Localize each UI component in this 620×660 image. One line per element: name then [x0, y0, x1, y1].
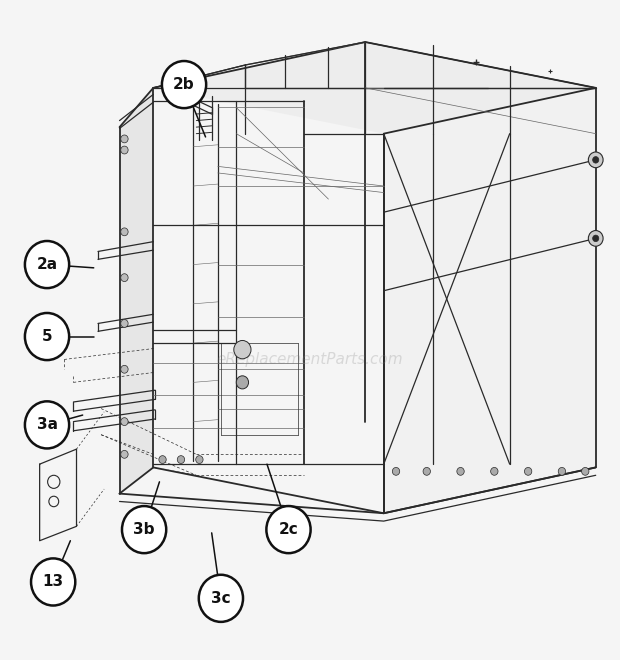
Text: 13: 13: [43, 574, 64, 589]
Circle shape: [31, 558, 75, 605]
Circle shape: [234, 341, 251, 359]
Circle shape: [121, 135, 128, 143]
Polygon shape: [120, 88, 153, 494]
Circle shape: [490, 467, 498, 475]
Circle shape: [121, 319, 128, 327]
Circle shape: [122, 506, 166, 553]
Circle shape: [196, 455, 203, 463]
Circle shape: [159, 455, 166, 463]
Circle shape: [392, 467, 400, 475]
Circle shape: [423, 467, 430, 475]
Circle shape: [121, 450, 128, 458]
Circle shape: [588, 152, 603, 168]
Circle shape: [593, 156, 599, 163]
Circle shape: [588, 230, 603, 246]
Circle shape: [25, 241, 69, 288]
Circle shape: [121, 146, 128, 154]
Circle shape: [199, 575, 243, 622]
Circle shape: [525, 467, 532, 475]
Text: eReplacementParts.com: eReplacementParts.com: [216, 352, 404, 367]
Circle shape: [25, 401, 69, 448]
Text: 3c: 3c: [211, 591, 231, 606]
Circle shape: [177, 455, 185, 463]
Circle shape: [121, 366, 128, 373]
Circle shape: [582, 467, 589, 475]
Text: 3a: 3a: [37, 417, 58, 432]
Polygon shape: [153, 42, 596, 134]
Circle shape: [25, 313, 69, 360]
Text: 2b: 2b: [173, 77, 195, 92]
Text: 2c: 2c: [278, 522, 298, 537]
Text: 2a: 2a: [37, 257, 58, 272]
Circle shape: [121, 228, 128, 236]
Circle shape: [162, 61, 206, 108]
Text: 3b: 3b: [133, 522, 155, 537]
Circle shape: [558, 467, 565, 475]
Text: 5: 5: [42, 329, 52, 344]
Circle shape: [267, 506, 311, 553]
Circle shape: [457, 467, 464, 475]
Polygon shape: [384, 88, 596, 513]
Circle shape: [236, 376, 249, 389]
Circle shape: [121, 418, 128, 426]
Circle shape: [593, 235, 599, 242]
Circle shape: [121, 274, 128, 282]
